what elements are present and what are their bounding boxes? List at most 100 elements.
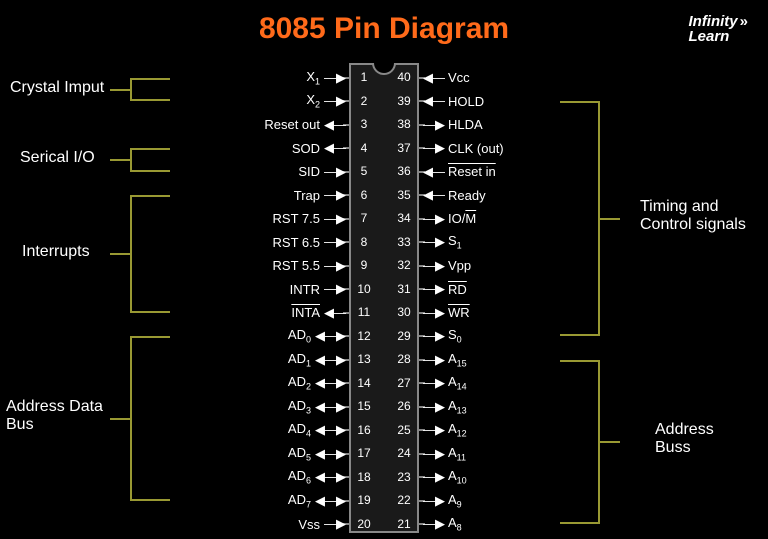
- pin-label: AD2: [288, 374, 311, 392]
- group-bracket: [560, 101, 600, 336]
- arrow-icon: —▶: [423, 211, 444, 227]
- pin-number: 18: [354, 470, 374, 484]
- pin-label: A14: [448, 374, 467, 392]
- pin-row: —▶S0: [419, 325, 462, 349]
- pin-label: AD5: [288, 445, 311, 463]
- pin-number: 21: [394, 517, 414, 531]
- group-label: Address Data Bus: [6, 398, 103, 434]
- pin-label: A11: [448, 445, 466, 463]
- pin-number: 31: [394, 282, 414, 296]
- pin-number: 40: [394, 70, 414, 84]
- pin-number: 39: [394, 94, 414, 108]
- arrow-icon: —▶: [324, 164, 345, 180]
- arrow-icon: ◀—: [423, 164, 444, 180]
- pin-row: —▶A11: [419, 442, 466, 466]
- pin-number: 33: [394, 235, 414, 249]
- pin-label: AD4: [288, 421, 311, 439]
- pin-number: 13: [354, 352, 374, 366]
- pin-row: Reset out◀—: [264, 113, 349, 137]
- pin-label: SID: [298, 164, 320, 179]
- pin-number: 36: [394, 164, 414, 178]
- bracket-stem: [110, 418, 130, 420]
- pin-number: 11: [354, 305, 374, 319]
- pin-label: X1: [306, 69, 320, 87]
- pin-row: AD0◀—▶: [288, 325, 349, 349]
- pin-row: —▶S1: [419, 231, 462, 255]
- pin-row: —▶A12: [419, 419, 467, 443]
- pin-label: A15: [448, 351, 467, 369]
- pin-label: AD7: [288, 492, 311, 510]
- pin-label: RST 7.5: [273, 211, 320, 226]
- pin-number: 8: [354, 235, 374, 249]
- pin-label: X2: [306, 92, 320, 110]
- bracket-stem: [110, 89, 130, 91]
- arrow-icon: —▶: [423, 446, 444, 462]
- pin-label: A10: [448, 468, 467, 486]
- pin-row: RST 5.5—▶: [273, 254, 349, 278]
- pin-number: 29: [394, 329, 414, 343]
- pin-row: AD7◀—▶: [288, 489, 349, 513]
- arrow-icon: ◀—▶: [315, 469, 345, 485]
- pin-row: ◀—Ready: [419, 184, 486, 208]
- bracket-stem: [600, 441, 620, 443]
- pin-row: —▶HLDA: [419, 113, 483, 137]
- pin-number: 16: [354, 423, 374, 437]
- pin-number: 15: [354, 399, 374, 413]
- pin-row: SOD◀—: [292, 137, 349, 161]
- pin-label: S0: [448, 327, 462, 345]
- pin-label: AD6: [288, 468, 311, 486]
- pin-number: 25: [394, 423, 414, 437]
- bracket-stem: [110, 253, 130, 255]
- arrow-icon: —▶: [324, 281, 345, 297]
- bracket-stem: [110, 159, 130, 161]
- group-label: Crystal Imput: [10, 79, 104, 97]
- pin-row: AD3◀—▶: [288, 395, 349, 419]
- arrow-icon: —▶: [324, 516, 345, 532]
- pin-label: A8: [448, 515, 462, 533]
- group-bracket: [560, 360, 600, 525]
- arrow-icon: —▶: [423, 234, 444, 250]
- pin-label: A9: [448, 492, 462, 510]
- pin-number: 27: [394, 376, 414, 390]
- arrow-icon: ◀—: [324, 117, 345, 133]
- arrow-icon: —▶: [423, 140, 444, 156]
- pin-label: RD: [448, 282, 467, 297]
- pin-row: X1—▶: [306, 66, 349, 90]
- arrow-icon: ◀—▶: [315, 493, 345, 509]
- arrow-icon: —▶: [324, 234, 345, 250]
- pin-label: A12: [448, 421, 467, 439]
- arrow-icon: ◀—▶: [315, 422, 345, 438]
- arrow-icon: —▶: [423, 399, 444, 415]
- pin-label: INTA: [291, 305, 320, 320]
- pin-row: AD5◀—▶: [288, 442, 349, 466]
- arrow-icon: ◀—: [423, 93, 444, 109]
- group-label: Interrupts: [22, 243, 90, 261]
- pin-label: CLK (out): [448, 141, 504, 156]
- bracket-stem: [600, 218, 620, 220]
- pin-number: 26: [394, 399, 414, 413]
- pin-row: SID —▶: [298, 160, 349, 184]
- pin-row: RST 6.5 —▶: [273, 231, 349, 255]
- group-label: Address Buss: [655, 421, 714, 457]
- pin-label: HOLD: [448, 94, 484, 109]
- pin-row: AD6◀—▶: [288, 466, 349, 490]
- pin-row: —▶ CLK (out): [419, 137, 504, 161]
- pin-row: RST 7.5—▶: [273, 207, 349, 231]
- pin-label: Vss: [298, 517, 320, 532]
- arrow-icon: ◀—: [324, 305, 345, 321]
- pin-row: —▶A8: [419, 513, 462, 537]
- group-bracket: [130, 195, 170, 313]
- pin-label: Reset in: [448, 164, 496, 179]
- arrow-icon: ◀—▶: [315, 446, 345, 462]
- pin-number: 22: [394, 493, 414, 507]
- group-bracket: [130, 148, 170, 172]
- logo-line2: Learn: [688, 29, 748, 44]
- pin-label: INTR: [290, 282, 320, 297]
- pin-label: IO/M: [448, 211, 476, 226]
- brand-logo: Infinity» Learn: [688, 14, 748, 44]
- pin-number: 24: [394, 446, 414, 460]
- pin-row: AD2◀—▶: [288, 372, 349, 396]
- pin-label: RST 6.5: [273, 235, 320, 250]
- pin-row: INTR —▶: [290, 278, 349, 302]
- pin-label: Vcc: [448, 70, 470, 85]
